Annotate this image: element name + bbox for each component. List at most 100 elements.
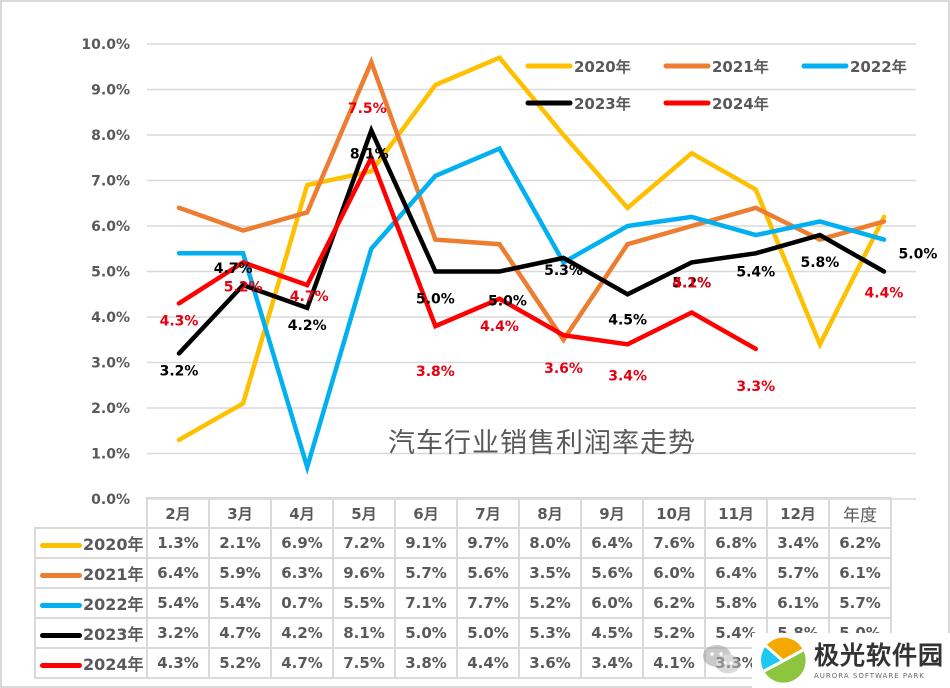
table-cell: 7.5% <box>332 647 396 679</box>
svg-text:2022年: 2022年 <box>850 58 907 76</box>
table-series-label: 2022年 <box>34 587 148 619</box>
table-cell: 7.1% <box>394 587 458 619</box>
table-header-cell: 8月 <box>518 497 582 529</box>
data-label-2023: 4.7% <box>214 261 253 277</box>
table-cell: 6.2% <box>828 527 892 559</box>
table-header-cell: 2月 <box>146 497 210 529</box>
chart-title: 汽车行业销售利润率走势 <box>388 428 696 459</box>
table-series-label: 2021年 <box>34 557 148 589</box>
data-label-2023: 4.2% <box>288 318 327 334</box>
table-row: 2022年 5.4% 5.4% 0.7% 5.5% 7.1% 7.7% 5.2% 6.0% 6.2… <box>34 587 892 619</box>
table-cell: 3.5% <box>518 557 582 589</box>
table-header-cell: 4月 <box>270 497 334 529</box>
table-cell: 5.4% <box>208 587 272 619</box>
table-header-cell: 6月 <box>394 497 458 529</box>
data-label-2024: 3.3% <box>736 379 775 395</box>
table-cell: 4.1% <box>642 647 706 679</box>
y-tick-label: 3.0% <box>91 356 130 372</box>
data-label-2024: 5.2% <box>224 279 263 295</box>
data-label-2023: 3.2% <box>160 363 199 379</box>
table-cell: 6.9% <box>270 527 334 559</box>
legend-swatch <box>40 543 82 548</box>
y-axis-ticks: 0.0% 1.0% 2.0% 3.0% 4.0% 5.0% 6.0% 7.0% 8.0% 9.0%… <box>81 37 130 508</box>
table-cell: 4.2% <box>270 617 334 649</box>
data-label-2023: 5.2% <box>672 275 711 291</box>
table-header-cell: 12月 <box>766 497 830 529</box>
data-label-2023: 5.3% <box>544 263 583 279</box>
table-row: 2021年 6.4% 5.9% 6.3% 9.6% 5.7% 5.6% 3.5% 5.6% 6.0… <box>34 557 892 589</box>
svg-text:2024年: 2024年 <box>712 95 769 113</box>
table-header-cell: 9月 <box>580 497 644 529</box>
table-cell: 5.3% <box>518 617 582 649</box>
table-cell: 5.7% <box>828 587 892 619</box>
table-cell: 6.1% <box>828 557 892 589</box>
y-tick-label: 10.0% <box>81 37 130 53</box>
table-cell: 6.1% <box>766 587 830 619</box>
table-cell: 8.1% <box>332 617 396 649</box>
watermark-brand-en: AURORA SOFTWARE PARK <box>814 671 925 680</box>
table-series-label: 2024年 <box>34 647 148 679</box>
data-label-2024: 3.4% <box>608 368 647 384</box>
y-tick-label: 7.0% <box>91 174 130 190</box>
table-cell: 9.7% <box>456 527 520 559</box>
table-cell: 5.0% <box>394 617 458 649</box>
table-cell: 4.4% <box>456 647 520 679</box>
table-cell: 5.0% <box>456 617 520 649</box>
data-label-2023: 5.4% <box>736 264 775 280</box>
table-cell: 6.0% <box>580 587 644 619</box>
data-label-2023: 5.0% <box>899 247 938 263</box>
table-cell: 6.8% <box>704 527 768 559</box>
y-tick-label: 4.0% <box>91 310 130 326</box>
table-cell: 0.7% <box>270 587 334 619</box>
svg-text:2023年: 2023年 <box>574 95 631 113</box>
data-label-2023: 5.8% <box>800 255 839 271</box>
series-line-2024 <box>176 152 759 352</box>
legend-item-2022: 2022年 <box>801 58 907 76</box>
table-cell: 3.8% <box>394 647 458 679</box>
legend-swatch <box>40 633 82 638</box>
table-cell: 5.2% <box>642 617 706 649</box>
series-lines <box>176 54 887 476</box>
data-label-2024: 3.6% <box>544 361 583 377</box>
table-cell: 6.4% <box>146 557 210 589</box>
data-label-2023: 8.1% <box>350 146 389 162</box>
data-labels: 3.2% 4.7% 4.2% 8.1% 5.0% 5.0% 5.3% 4.5% 5.2% 5.4%… <box>160 101 938 395</box>
legend-item-2023: 2023年 <box>525 95 631 113</box>
table-header-cell: 11月 <box>704 497 768 529</box>
legend-item-2020: 2020年 <box>525 58 631 76</box>
y-tick-label: 6.0% <box>91 219 130 235</box>
series-name: 2023年 <box>83 625 144 644</box>
legend-swatch <box>40 603 82 608</box>
table-cell: 5.9% <box>208 557 272 589</box>
table-cell: 7.2% <box>332 527 396 559</box>
svg-text:2020年: 2020年 <box>574 58 631 76</box>
table-cell: 7.7% <box>456 587 520 619</box>
data-label-2023: 4.5% <box>608 312 647 328</box>
table-cell: 6.0% <box>642 557 706 589</box>
table-header-row: 2月 3月 4月 5月 6月 7月 8月 9月 10月 11月 12月 年度 <box>35 497 892 529</box>
data-label-2024: 7.5% <box>348 101 387 117</box>
legend: 2020年 2021年 2022年 2023年 2024年 <box>525 58 907 113</box>
table-cell: 6.2% <box>642 587 706 619</box>
table-cell: 5.4% <box>146 587 210 619</box>
table-header-cell: 年度 <box>828 497 892 529</box>
table-row: 2020年 1.3% 2.1% 6.9% 7.2% 9.1% 9.7% 8.0% 6.4% 7.6… <box>34 527 892 559</box>
table-cell: 3.4% <box>580 647 644 679</box>
table-cell: 6.4% <box>580 527 644 559</box>
y-tick-label: 9.0% <box>91 83 130 99</box>
table-cell: 6.3% <box>270 557 334 589</box>
table-cell: 5.6% <box>580 557 644 589</box>
data-label-2024: 4.3% <box>160 313 199 329</box>
table-header-cell: 3月 <box>208 497 272 529</box>
series-name: 2024年 <box>83 655 144 674</box>
table-cell: 3.4% <box>766 527 830 559</box>
table-header-cell: 5月 <box>332 497 396 529</box>
y-tick-label: 2.0% <box>91 401 130 417</box>
table-cell: 3.2% <box>146 617 210 649</box>
table-cell: 3.6% <box>518 647 582 679</box>
table-cell: 5.2% <box>208 647 272 679</box>
data-label-2024: 3.8% <box>416 364 455 380</box>
legend-swatch <box>40 663 82 668</box>
data-label-2024: 4.1% <box>672 275 711 291</box>
y-tick-label: 0.0% <box>91 492 130 508</box>
